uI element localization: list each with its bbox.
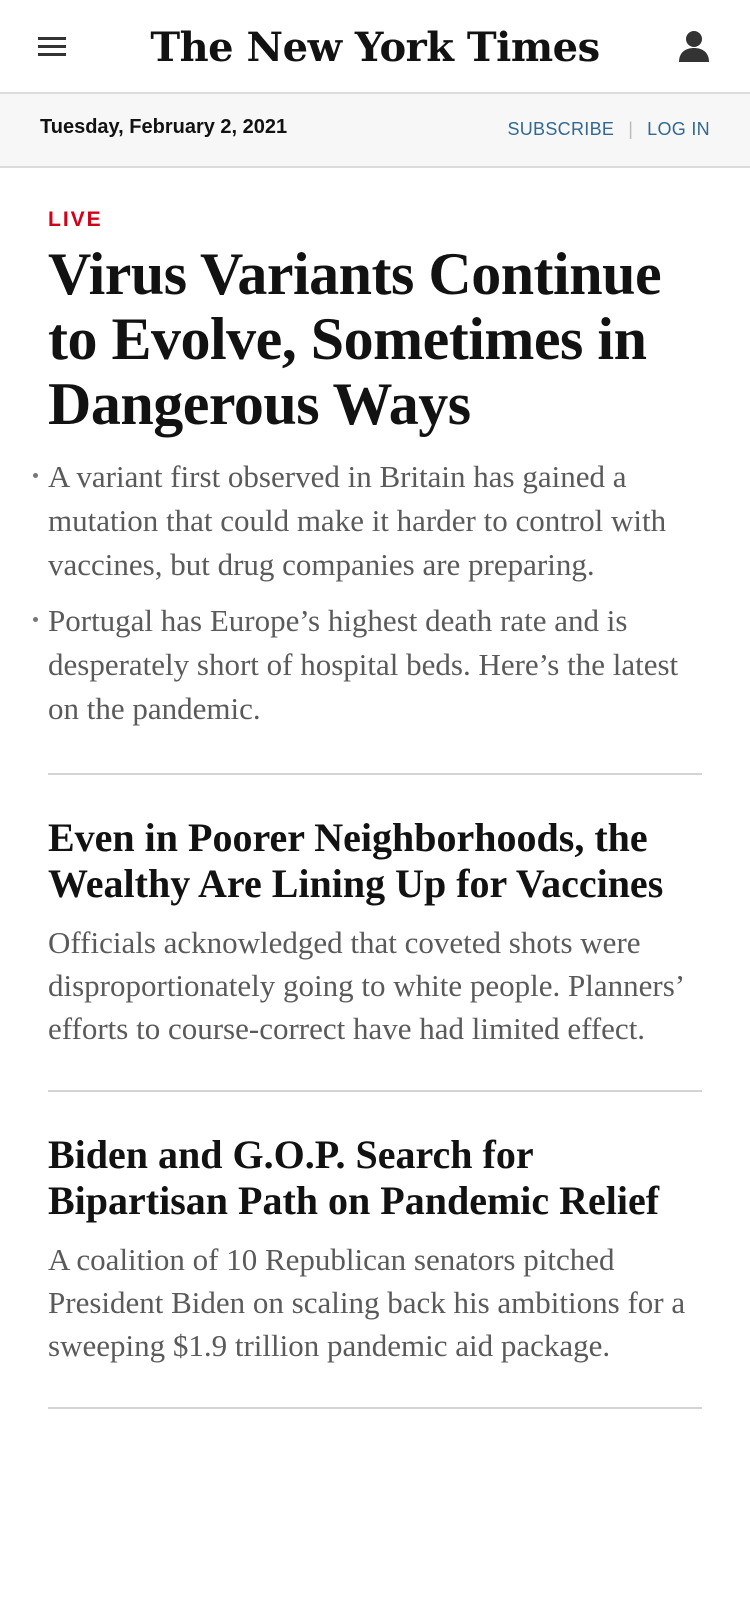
story-headline[interactable]: Even in Poorer Neighborhoods, the Wealth…	[48, 815, 664, 906]
story-card: Biden and G.O.P. Search for Bipartisan P…	[48, 1132, 702, 1409]
story-card: Even in Poorer Neighborhoods, the Wealth…	[48, 815, 702, 1092]
current-date: Tuesday, February 2, 2021	[40, 116, 288, 138]
summary-bullet[interactable]: Portugal has Europe’s highest death rate…	[33, 599, 702, 731]
login-link[interactable]: LOG IN	[647, 119, 710, 139]
story-headline[interactable]: Biden and G.O.P. Search for Bipartisan P…	[48, 1132, 660, 1223]
lead-summary-list: A variant first observed in Britain has …	[33, 455, 702, 773]
date-bar: Tuesday, February 2, 2021 SUBSCRIBE | LOG …	[0, 94, 750, 168]
live-badge: LIVE	[48, 208, 103, 231]
story-summary[interactable]: A coalition of 10 Republican senators pi…	[48, 1242, 686, 1363]
subscribe-link[interactable]: SUBSCRIBE	[507, 119, 615, 139]
main-content: LIVE Virus Variants Continue to Evolve, …	[33, 168, 702, 1409]
top-header: The New York Times	[0, 0, 750, 94]
lead-story: LIVE Virus Variants Continue to Evolve, …	[33, 208, 702, 775]
auth-links: SUBSCRIBE | LOG IN	[507, 119, 710, 140]
site-logo[interactable]: The New York Times	[150, 24, 600, 71]
summary-bullet[interactable]: A variant first observed in Britain has …	[33, 455, 702, 587]
hamburger-menu-icon[interactable]	[36, 33, 70, 61]
lead-headline[interactable]: Virus Variants Continue to Evolve, Somet…	[48, 241, 662, 437]
user-account-icon[interactable]	[674, 26, 714, 66]
auth-separator: |	[628, 119, 634, 139]
story-summary[interactable]: Officials acknowledged that coveted shot…	[48, 925, 683, 1046]
